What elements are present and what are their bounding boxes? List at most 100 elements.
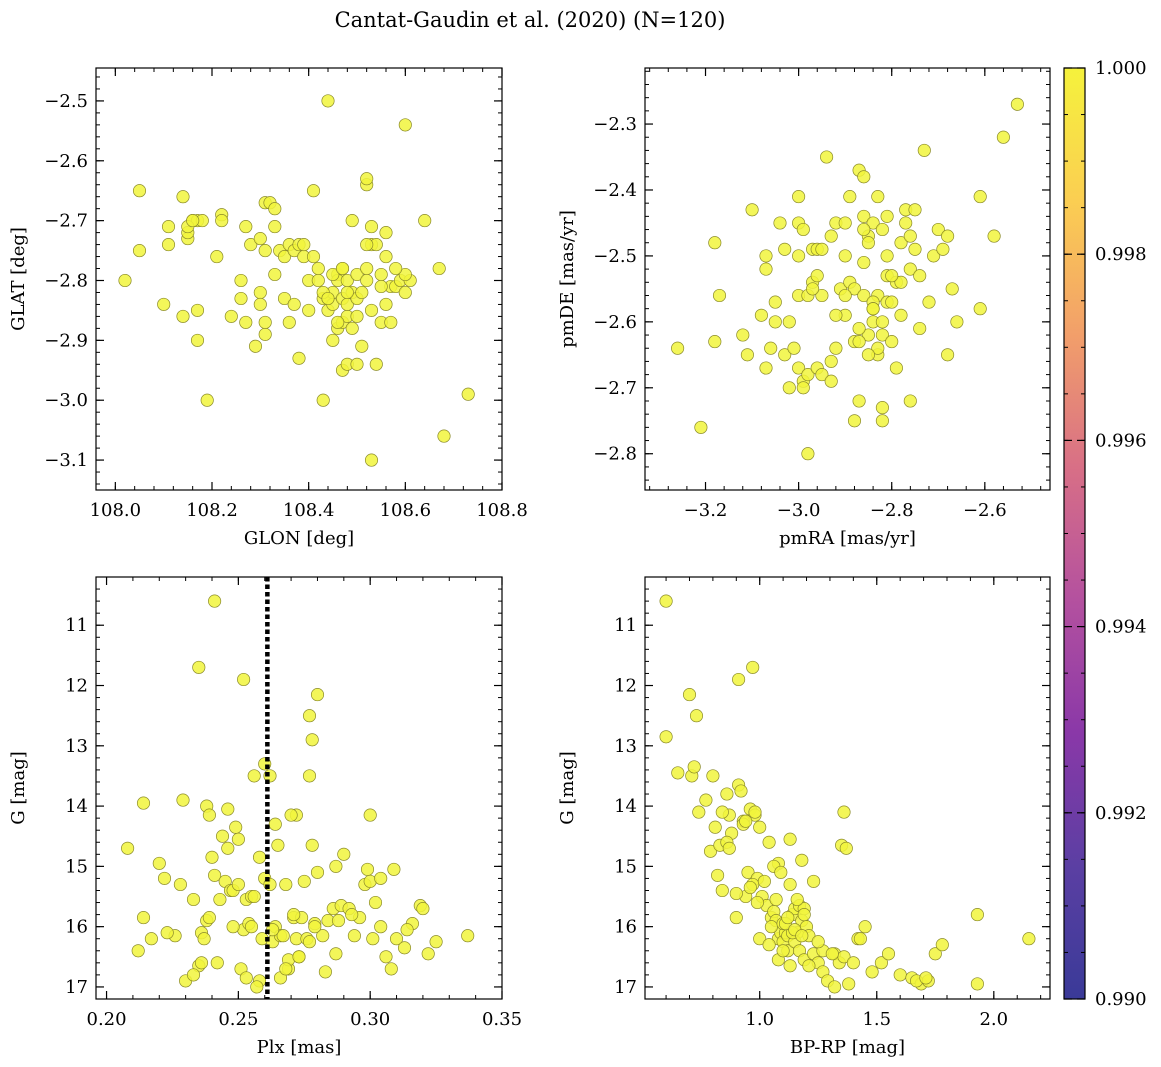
scatter-point xyxy=(237,672,251,687)
x-tick-label: 108.4 xyxy=(283,500,335,521)
scatter-point xyxy=(708,236,722,250)
scatter-point xyxy=(753,820,767,834)
scatter-point xyxy=(919,971,933,985)
scatter-point xyxy=(355,285,369,300)
scatter-point xyxy=(762,835,776,849)
y-tick-label: −2.9 xyxy=(44,330,88,351)
scatter-point xyxy=(687,760,701,774)
scatter-point xyxy=(875,315,889,329)
scatter-point xyxy=(903,229,917,243)
scatter-point xyxy=(190,303,205,317)
scatter-point xyxy=(829,308,843,322)
scatter-point xyxy=(748,805,762,819)
scatter-point xyxy=(306,250,321,264)
scatter-point xyxy=(792,190,806,204)
scatter-point xyxy=(857,209,871,223)
y-tick-label: 12 xyxy=(65,676,88,697)
scatter-point xyxy=(941,348,955,362)
scatter-point xyxy=(360,172,374,186)
scatter-point xyxy=(795,929,809,943)
colorbar: 0.990 0.992 0.994 0.996 0.998 1.000 xyxy=(1063,58,1147,1010)
scatter-point xyxy=(857,288,871,303)
scatter-point xyxy=(321,291,335,306)
scatter-point xyxy=(387,862,401,876)
x-tick-label: 108.6 xyxy=(380,500,432,521)
scatter-point xyxy=(221,841,235,855)
scatter-point xyxy=(885,295,899,309)
scatter-points xyxy=(671,97,1024,461)
scatter-point xyxy=(806,282,820,296)
scatter-point xyxy=(202,808,216,822)
scatter-point xyxy=(176,309,190,323)
scatter-point xyxy=(703,844,718,858)
scatter-point xyxy=(694,420,708,434)
scatter-point xyxy=(366,932,380,946)
scatter-point xyxy=(757,874,771,888)
scatter-point xyxy=(144,932,158,946)
scatter-point xyxy=(347,929,361,943)
scatter-point xyxy=(302,303,316,317)
scatter-point xyxy=(857,222,871,237)
scatter-point xyxy=(224,309,238,323)
scatter-point xyxy=(1022,932,1036,946)
x-axis-label: BP-RP [mag] xyxy=(790,1037,905,1058)
x-tick-label: 0.35 xyxy=(482,1009,522,1030)
scatter-point xyxy=(208,594,222,608)
scatter-point xyxy=(205,850,219,864)
scatter-point xyxy=(190,333,205,347)
scatter-point xyxy=(310,865,325,879)
scatter-point xyxy=(360,261,374,276)
y-tick-label: 11 xyxy=(65,615,88,636)
scatter-point xyxy=(326,267,340,282)
scatter-point xyxy=(739,814,753,828)
scatter-point xyxy=(871,190,885,204)
scatter-point xyxy=(847,414,862,428)
scatter-point xyxy=(852,321,866,336)
scatter-points xyxy=(121,594,475,994)
x-tick-label: −2.6 xyxy=(963,500,1007,521)
scatter-point xyxy=(708,820,722,834)
y-tick-label: −2.7 xyxy=(44,211,88,232)
scatter-point xyxy=(927,249,941,263)
scatter-point xyxy=(244,238,258,252)
scatter-point xyxy=(866,216,880,230)
scatter-point xyxy=(865,965,879,979)
scatter-point xyxy=(875,401,889,415)
scatter-point xyxy=(213,892,227,907)
scatter-point xyxy=(268,202,282,216)
scatter-point xyxy=(287,908,301,922)
scatter-point xyxy=(759,249,773,263)
scatter-point xyxy=(208,868,222,882)
scatter-point xyxy=(783,832,797,846)
scatter-point xyxy=(970,908,984,922)
y-tick-label: 14 xyxy=(614,796,637,817)
scatter-point xyxy=(810,269,824,283)
scatter-point xyxy=(374,279,388,294)
scatter-point xyxy=(131,944,145,958)
scatter-point xyxy=(894,236,908,250)
scatter-point xyxy=(305,733,319,747)
scatter-point xyxy=(311,261,325,276)
scatter-point xyxy=(326,333,340,347)
scatter-point xyxy=(768,315,782,329)
scatter-point xyxy=(250,980,264,994)
scatter-point xyxy=(838,216,852,230)
scatter-point xyxy=(231,832,245,846)
scatter-point xyxy=(432,261,446,276)
scatter-point xyxy=(384,962,398,976)
y-tick-label: −2.6 xyxy=(593,312,637,333)
scatter-point xyxy=(712,288,727,303)
scatter-point xyxy=(364,220,379,234)
colorbar-tick-label: 0.990 xyxy=(1095,989,1147,1010)
scatter-point xyxy=(928,947,942,961)
scatter-point xyxy=(329,947,343,961)
scatter-point xyxy=(838,249,852,263)
scatter-point xyxy=(824,354,838,368)
scatter-point xyxy=(136,911,151,925)
scatter-point xyxy=(774,865,788,879)
scatter-point xyxy=(945,282,959,296)
scatter-point xyxy=(345,214,359,228)
scatter-point xyxy=(152,856,166,870)
x-axis-label: Plx [mas] xyxy=(257,1037,342,1058)
scatter-point xyxy=(197,932,211,946)
